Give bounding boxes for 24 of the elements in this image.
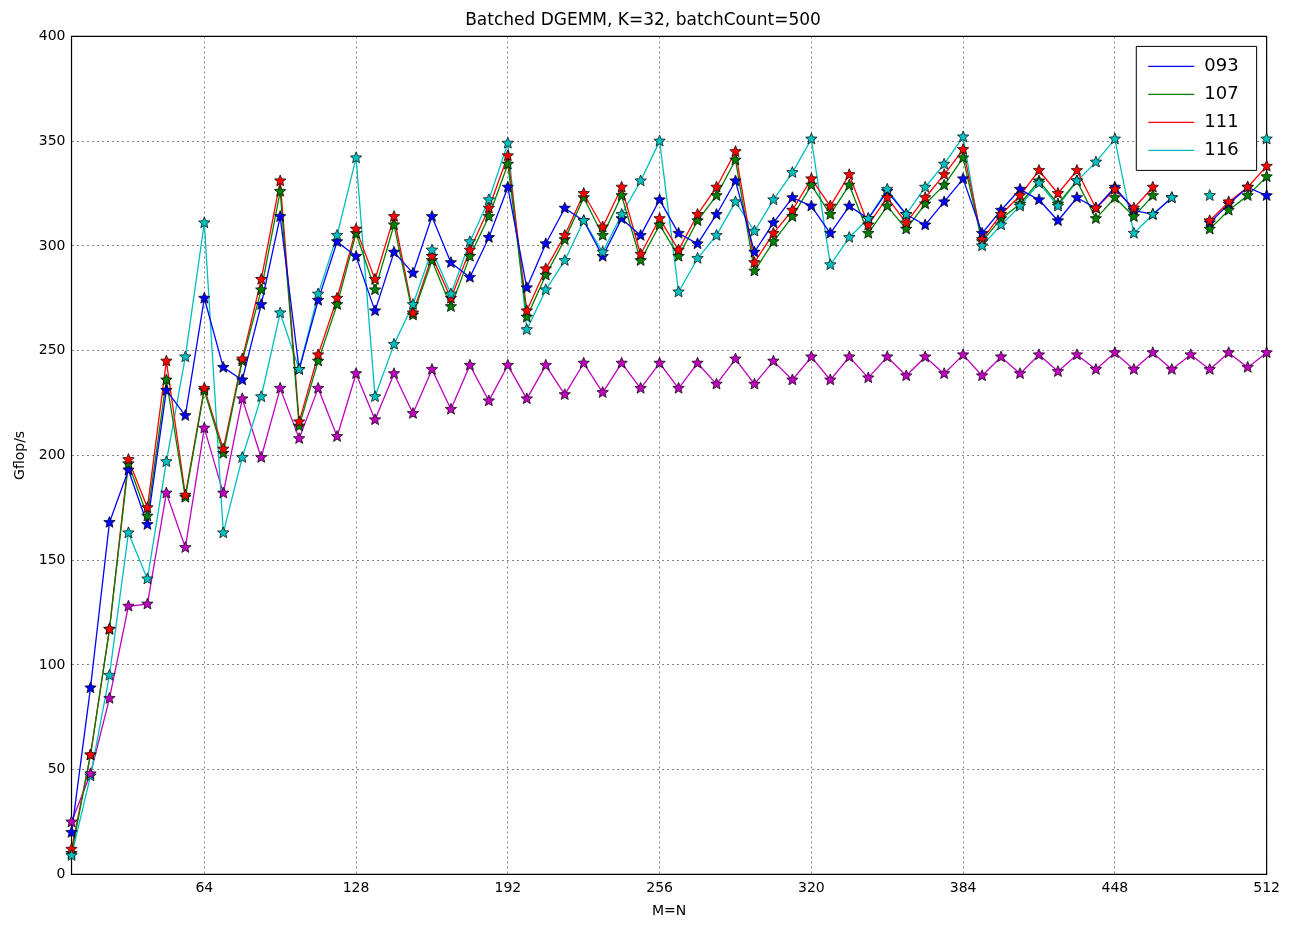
chart-title: Batched DGEMM, K=32, batchCount=500 — [465, 8, 821, 29]
y-tick-label: 150 — [38, 550, 66, 567]
x-tick-label: 512 — [1253, 879, 1281, 896]
y-tick-label: 400 — [38, 27, 66, 44]
y-tick-label: 100 — [38, 655, 66, 672]
legend-label: 111 — [1204, 110, 1239, 132]
x-tick-label: 256 — [646, 879, 674, 896]
legend-label: 093 — [1204, 54, 1239, 76]
y-tick-label: 350 — [38, 131, 66, 148]
y-axis-title: Gflop/s — [11, 430, 28, 480]
x-tick-label: 448 — [1101, 879, 1129, 896]
x-tick-label: 128 — [342, 879, 370, 896]
legend-label: 116 — [1204, 138, 1239, 160]
y-tick-label: 300 — [38, 236, 66, 253]
y-tick-label: 200 — [38, 446, 66, 463]
x-tick-label: 192 — [494, 879, 522, 896]
x-axis-title: M=N — [651, 902, 687, 919]
x-tick-label: 64 — [195, 879, 214, 896]
x-tick-label: 320 — [797, 879, 825, 896]
y-tick-label: 0 — [56, 865, 66, 882]
x-tick-label: 384 — [949, 879, 977, 896]
legend-label: 107 — [1204, 82, 1239, 104]
y-tick-label: 50 — [47, 760, 66, 777]
y-tick-label: 250 — [38, 341, 66, 358]
